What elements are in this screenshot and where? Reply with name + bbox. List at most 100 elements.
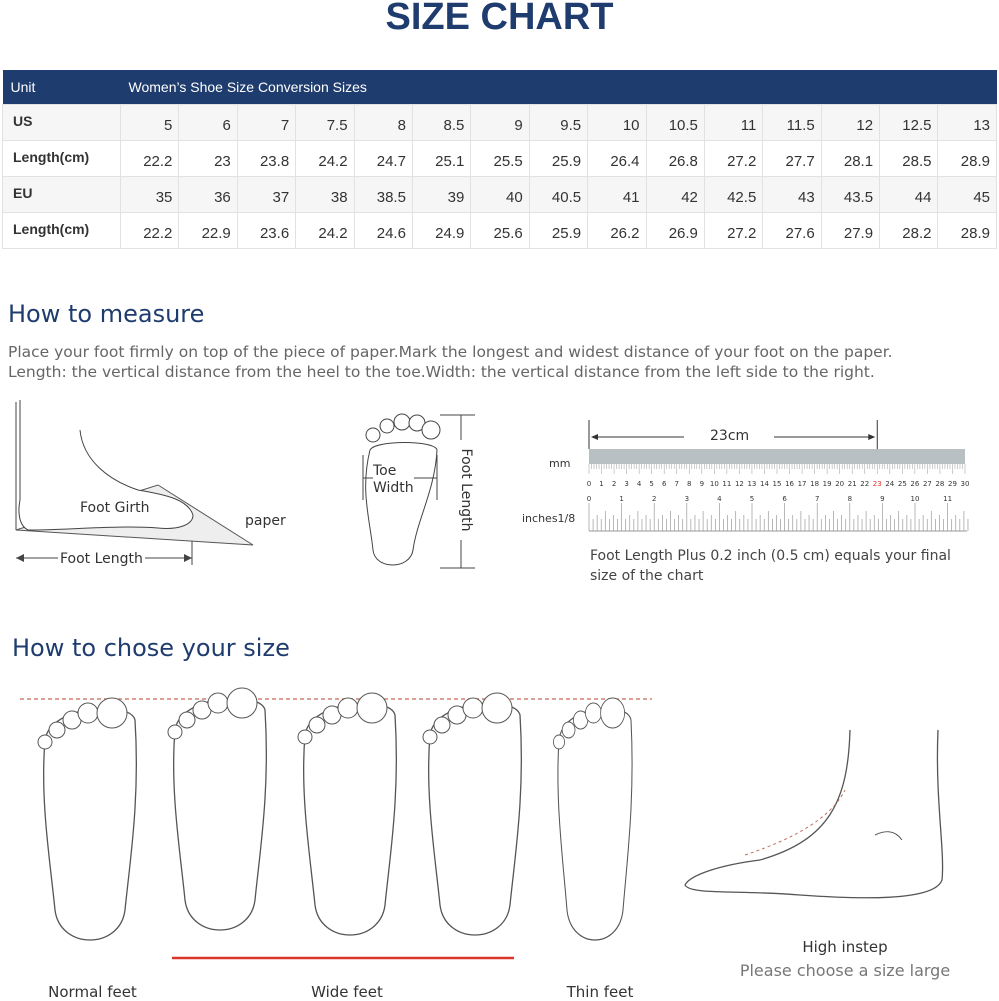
table-cell: 10 [587,103,647,141]
instruction-line: Length: the vertical distance from the h… [8,363,875,381]
wide-foot-2 [297,692,398,936]
row-label: US [2,103,121,141]
table-cell: 25.6 [470,211,530,249]
mm-tick-label: 27 [923,480,932,488]
mm-tick-label: 16 [785,480,794,488]
table-cell: 9 [470,103,530,141]
mm-tick-label: 3 [624,480,628,488]
mm-tick-label: 26 [910,480,919,488]
table-cell: 40.5 [528,175,589,213]
thin-feet-label: Thin feet [566,983,634,1001]
mm-tick-label: 14 [760,480,769,488]
inch-tick-label: 11 [943,495,952,503]
table-cell: 24.6 [353,211,413,249]
foot-girth-label: Foot Girth [80,500,150,516]
table-cell: 27.9 [820,211,881,249]
mm-scale [589,449,965,464]
note-line: size of the chart [590,568,704,584]
row-label: Length(cm) [2,211,121,249]
table-cell: 24.2 [295,139,355,177]
mm-tick-label: 30 [961,480,970,488]
inch-tick-label: 10 [911,495,920,503]
table-cell: 25.1 [411,139,472,177]
row-label: Length(cm) [2,139,121,177]
table-cell: 38 [295,175,355,213]
table-cell: 27.6 [762,211,822,249]
mm-tick-label: 9 [700,480,704,488]
mm-tick-label: 5 [649,480,653,488]
mm-tick-label: 24 [885,480,894,488]
table-cell: 23 [178,139,238,177]
page-title: SIZE CHART [385,0,614,38]
normal-foot [37,697,138,941]
table-cell: 26.8 [645,139,705,177]
normal-feet-label: Normal feet [48,983,137,1001]
mm-tick-label: 18 [810,480,819,488]
wide-foot-3 [422,692,523,936]
wide-foot-1 [167,687,268,931]
mm-tick-label: 12 [735,480,744,488]
mm-tick-label: 28 [935,480,944,488]
table-cell: 39 [411,175,472,213]
table-cell: 13 [937,103,997,141]
mm-tick-label: 6 [662,480,667,488]
table-cell: 42.5 [703,175,764,213]
table-cell: 40 [470,175,530,213]
table-cell: 27.7 [762,139,822,177]
inch-tick-label: 3 [685,495,689,503]
table-cell: 26.9 [645,211,705,249]
table-cell: 10.5 [645,103,705,141]
table-cell: 28.5 [879,139,939,177]
table-cell: 36 [178,175,238,213]
instep-note: Please choose a size large [739,961,951,980]
instruction-line: Place your foot firmly on top of the pie… [8,343,893,361]
unit-header: Unit [2,70,121,104]
table-cell: 8 [353,103,413,141]
table-cell: 43 [762,175,822,213]
table-cell: 5 [119,103,180,141]
mm-tick-label: 23 [873,480,882,488]
inch-tick-label: 1 [619,495,623,503]
table-cell: 9.5 [528,103,589,141]
thin-foot [552,697,633,941]
table-cell: 35 [119,175,180,213]
side-foot-diagram [15,400,254,565]
table-cell: 43.5 [820,175,881,213]
mm-tick-label: 22 [860,480,869,488]
high-instep-label: High instep [802,938,888,956]
mm-tick-label: 7 [674,480,678,488]
note-line: Foot Length Plus 0.2 inch (0.5 cm) equal… [590,548,951,564]
mm-label: mm [549,457,571,470]
table-cell: 38.5 [353,175,413,213]
instructions: Place your foot firmly on top of the pie… [8,342,893,382]
table-cell: 25.9 [528,139,589,177]
table-cell: 28.9 [937,211,997,249]
table-cell: 23.8 [236,139,297,177]
inch-tick-label: 0 [587,495,591,503]
size-table: Unit Women’s Shoe Size Conversion Sizes U… [2,70,997,249]
paper-label: paper [245,513,286,529]
mm-tick-label: 11 [722,480,731,488]
table-cell: 23.6 [236,211,297,249]
mm-tick-label: 17 [798,480,807,488]
inch-tick-label: 5 [750,495,754,503]
mm-tick-label: 19 [823,480,832,488]
mm-tick-label: 21 [848,480,857,488]
table-cell: 6 [178,103,238,141]
table-row: Length(cm) 22.2 23 23.8 24.2 24.7 25.1 25.5 25.9… [2,139,997,177]
table-cell: 24.9 [411,211,472,249]
span-label: 23cm [710,428,750,444]
table-row: Length(cm) 22.2 22.9 23.6 24.2 24.6 24.9 25.6 25… [2,211,997,249]
mm-tick-label: 15 [773,480,782,488]
toe-text: Toe [373,463,397,479]
feet-types-diagram [20,687,944,960]
inch-tick-label: 8 [848,495,852,503]
table-cell: 41 [587,175,647,213]
table-cell: 8.5 [411,103,472,141]
mm-tick-label: 13 [747,480,756,488]
table-cell: 22.9 [178,211,238,249]
mm-tick-label: 2 [612,480,616,488]
table-cell: 22.2 [119,139,180,177]
mm-tick-label: 20 [835,480,844,488]
table-cell: 24.7 [353,139,413,177]
